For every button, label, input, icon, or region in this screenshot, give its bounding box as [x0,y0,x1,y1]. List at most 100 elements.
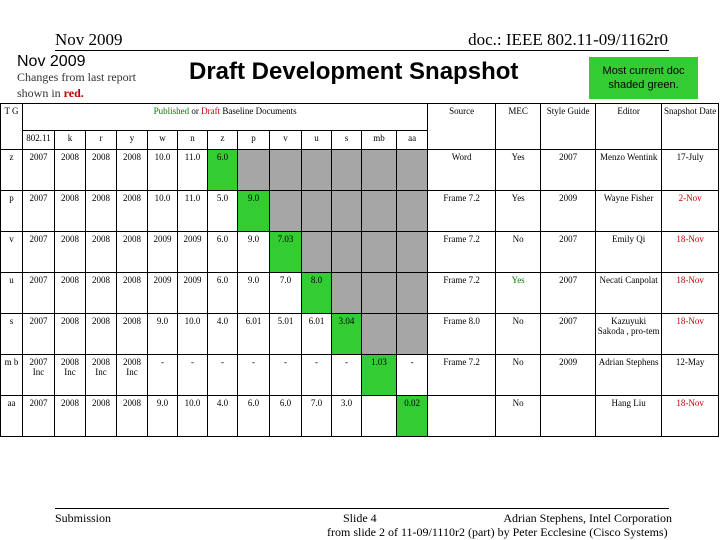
baseline-cell [301,149,332,191]
baseline-cell [361,190,397,232]
source-cell: Frame 7.2 [427,272,497,314]
col-header: k [54,130,86,150]
footer-from-slide: from slide 2 of 11-09/1110r2 (part) by P… [327,525,668,539]
editor-cell: Necati Canpolat [595,272,663,314]
baseline-cell: 9.0 [147,395,178,437]
baseline-cell [331,149,362,191]
style-cell: 2007 [540,231,597,273]
changes-prefix: Changes from last report shown in [17,70,136,100]
baseline-cell: 2007 [22,231,55,273]
baseline-cell: 2007 [22,190,55,232]
editor-cell: Adrian Stephens [595,354,663,396]
col-header: y [116,130,148,150]
baseline-cell [395,313,429,355]
header-doc-id: doc.: IEEE 802.11-09/1162r0 [468,30,668,49]
baseline-cell [395,231,429,273]
baseline-cell: 0.02 [395,395,429,437]
baseline-cell: 8.0 [301,272,332,314]
snapshot-date-cell: 18-Nov [661,313,720,355]
footer-rule [55,508,669,509]
baseline-cell: 2008 [85,149,117,191]
baseline-cell: 2008 [54,190,86,232]
baseline-cell: 9.0 [237,231,270,273]
style-cell: 2007 [540,149,597,191]
baseline-cell: 11.0 [177,190,208,232]
baseline-cell: 2008 [116,395,148,437]
style-cell: 2007 [540,272,597,314]
style-cell: 2009 [540,190,597,232]
baseline-cell: 7.03 [269,231,302,273]
source-cell: Frame 8.0 [427,313,497,355]
baseline-cell: 2008 [54,313,86,355]
snapshot-date-cell: 17-July [661,149,720,191]
baseline-cell: 2008 [54,272,86,314]
baseline-cell: - [237,354,270,396]
changes-red: red. [63,86,84,100]
changes-note: Changes from last report shown in red. [17,69,147,101]
baseline-cell: 4.0 [207,395,238,437]
baseline-cell: - [331,354,362,396]
baseline-cell [395,272,429,314]
mec-cell: No [495,354,542,396]
col-header: s [331,130,362,150]
baseline-cell: 6.0 [207,231,238,273]
baseline-cell: 2008 [85,190,117,232]
table-row: z 2007 2008 2008 2008 10.0 11.0 6.0 Word Yes 2007 M… [0,149,720,191]
baseline-cell: 10.0 [147,190,178,232]
baseline-cell: 2008 Inc [116,354,148,396]
baseline-cell [361,313,397,355]
baseline-cell: 2008 Inc [85,354,117,396]
mec-header: MEC [495,103,542,150]
tg-cell: u [0,272,23,314]
baseline-cell [395,149,429,191]
baseline-cell: - [301,354,332,396]
baseline-cell: 10.0 [177,313,208,355]
baseline-cell: 9.0 [237,190,270,232]
snapshot-date-cell: 2-Nov [661,190,720,232]
baseline-cell: 2008 [85,395,117,437]
col-header: r [85,130,117,150]
snapshot-date-cell: 18-Nov [661,231,720,273]
baseline-cell: 2008 [54,149,86,191]
snapshot-date-cell: 12-May [661,354,720,396]
table-row: u 2007 2008 2008 2008 2009 2009 6.0 9.0 7.0 8.0 Fra… [0,272,720,314]
header-date: Nov 2009 [55,30,123,49]
baseline-cell: 6.01 [301,313,332,355]
tg-cell: m b [0,354,23,396]
baseline-cell: - [177,354,208,396]
baseline-cell: 2009 [147,272,178,314]
baseline-cell [395,190,429,232]
baseline-cell: 2008 [54,395,86,437]
baseline-cell [269,149,302,191]
baseline-cell: 2007 [22,149,55,191]
baseline-cell: 2008 Inc [54,354,86,396]
mec-cell: Yes [495,272,542,314]
baseline-cell: 5.0 [207,190,238,232]
baseline-cell [361,231,397,273]
baseline-cell: 2009 [147,231,178,273]
tg-cell: p [0,190,23,232]
col-header: aa [395,130,429,150]
editor-cell: Emily Qi [595,231,663,273]
source-cell: Frame 7.2 [427,354,497,396]
editor-cell: Wayne Fisher [595,190,663,232]
editor-cell: Kazuyuki Sakoda , pro-tem [595,313,663,355]
baseline-cell: 2008 [116,190,148,232]
baseline-header: Published or Draft Baseline Documents [21,103,429,131]
source-header: Source [427,103,497,150]
table-row: m b 2007 Inc 2008 Inc 2008 Inc 2008 Inc - - - - -… [0,354,720,396]
baseline-cell: 2007 [22,313,55,355]
baseline-draft: Draft [201,106,221,116]
baseline-cell: 4.0 [207,313,238,355]
col-header: v [269,130,302,150]
style-cell [540,395,597,437]
style-cell: 2007 [540,313,597,355]
tg-cell: v [0,231,23,273]
baseline-cell: 2008 [116,272,148,314]
baseline-cell: 2009 [177,231,208,273]
source-cell: Frame 7.2 [427,190,497,232]
editor-cell: Menzo Wentink [595,149,663,191]
baseline-cell: 9.0 [237,272,270,314]
baseline-cell: 6.0 [237,395,270,437]
snapshot-table: T G Published or Draft Baseline Document… [0,103,720,437]
